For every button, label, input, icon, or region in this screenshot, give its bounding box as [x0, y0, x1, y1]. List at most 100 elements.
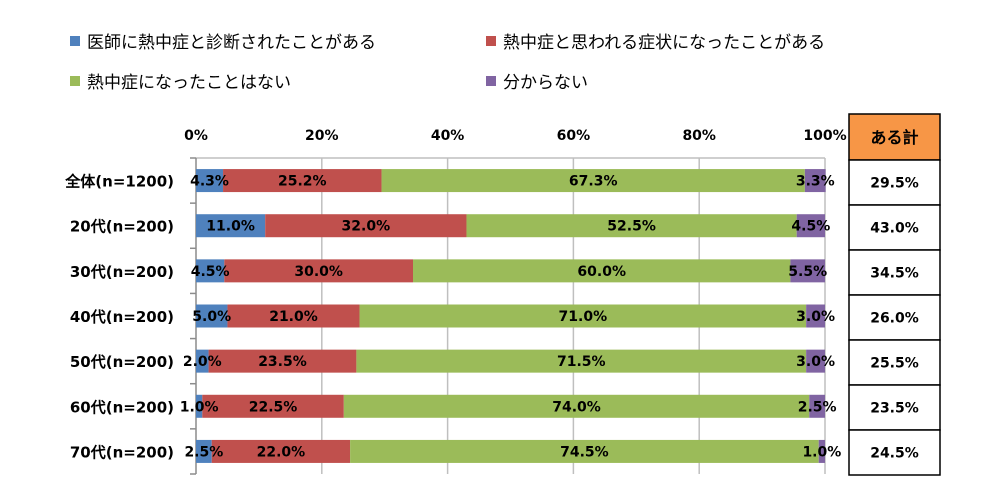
bar-segment — [196, 394, 203, 418]
table-cell — [848, 294, 941, 341]
table-cell — [848, 204, 941, 251]
bar-segment — [804, 169, 826, 193]
bar-segment — [350, 439, 819, 463]
bar-segment — [343, 394, 810, 418]
bar-segment — [466, 214, 797, 238]
bar-segment — [196, 304, 228, 328]
data-label: 3.3% — [796, 174, 835, 190]
legend-item-never: 熱中症になったことはない — [70, 68, 291, 93]
legend-swatch-suspected — [486, 35, 496, 46]
x-tick-label: 100% — [803, 128, 846, 144]
table-value: 29.5% — [870, 176, 919, 192]
bar-segment — [196, 439, 212, 463]
bar-segment — [196, 259, 225, 283]
bar-segment — [359, 304, 807, 328]
category-label: 50代(n=200) — [70, 353, 174, 371]
category-label: 20代(n=200) — [70, 218, 174, 236]
bar-segment — [413, 259, 791, 283]
legend-item-diagnosed: 医師に熱中症と診断されたことがある — [70, 28, 376, 53]
data-label: 2.0% — [183, 354, 222, 370]
data-label: 60.0% — [577, 264, 626, 280]
category-labels: 全体(n=1200) 20代(n=200) 30代(n=200) 40代(n=200)… — [64, 173, 174, 462]
data-label: 74.5% — [560, 444, 609, 460]
table-value: 24.5% — [870, 446, 919, 462]
data-label: 30.0% — [294, 264, 343, 280]
legend-item-unknown: 分からない — [486, 68, 588, 93]
legend-label-never: 熱中症になったことはない — [87, 73, 291, 93]
bar-segment — [806, 349, 825, 373]
data-label: 21.0% — [269, 309, 318, 325]
category-label: 40代(n=200) — [70, 308, 174, 326]
data-label: 4.3% — [190, 174, 229, 190]
data-label: 67.3% — [569, 174, 618, 190]
table-value: 25.5% — [870, 356, 919, 372]
bar-segment — [211, 439, 351, 463]
bar-segment — [796, 214, 825, 238]
data-labels: 4.3% 25.2% 67.3% 3.3% 11.0% 32.0% 52.5% 4.5% 4.5… — [180, 174, 842, 461]
data-label: 5.5% — [788, 264, 827, 280]
legend-swatch-never — [70, 75, 80, 86]
data-label: 22.0% — [257, 444, 306, 460]
table-cell — [848, 429, 941, 476]
table-value: 26.0% — [870, 311, 919, 327]
table-header-label: ある計 — [870, 128, 918, 147]
category-label: 60代(n=200) — [70, 398, 174, 416]
category-label: 30代(n=200) — [70, 263, 174, 281]
legend-item-suspected: 熱中症と思われる症状になったことがある — [486, 28, 825, 53]
data-label: 25.2% — [278, 174, 327, 190]
table-cell — [848, 384, 941, 431]
table-cell — [848, 249, 941, 296]
data-label: 4.5% — [191, 264, 230, 280]
bar-segment — [196, 349, 209, 373]
data-label: 23.5% — [258, 354, 307, 370]
bar-segment — [227, 304, 360, 328]
category-label: 70代(n=200) — [70, 443, 174, 461]
bar-segment — [224, 259, 414, 283]
table-value: 34.5% — [870, 266, 919, 282]
bar-segment — [381, 169, 805, 193]
data-label: 5.0% — [192, 309, 231, 325]
x-tick-label: 20% — [305, 128, 339, 144]
data-label: 11.0% — [206, 219, 255, 235]
data-label: 74.0% — [552, 399, 601, 415]
category-label: 全体(n=1200) — [64, 173, 174, 191]
bar-segment — [196, 214, 266, 238]
table-value: 43.0% — [870, 221, 919, 237]
table-cell — [848, 159, 941, 206]
x-axis-ticks: 0% 20% 40% 60% 80% 100% — [184, 128, 847, 144]
data-label: 4.5% — [791, 219, 830, 235]
bar-segment — [196, 169, 224, 193]
data-label: 22.5% — [249, 399, 298, 415]
x-tick-label: 60% — [557, 128, 591, 144]
bar-segment — [818, 439, 825, 463]
x-tick-label: 40% — [431, 128, 465, 144]
data-label: 3.0% — [796, 354, 835, 370]
bar-segment — [806, 304, 825, 328]
bar-segment — [790, 259, 825, 283]
bar-segment — [809, 394, 825, 418]
bar-segment — [356, 349, 807, 373]
legend-label-suspected: 熱中症と思われる症状になったことがある — [503, 33, 826, 53]
side-table: ある計 29.5% 43.0% 34.5% 26.0% 25.5% 23.5% 24.5% — [848, 113, 941, 476]
table-value: 23.5% — [870, 401, 919, 417]
bar-segment — [265, 214, 467, 238]
bar-segment — [223, 169, 382, 193]
data-label: 2.5% — [798, 399, 837, 415]
bar-segment — [208, 349, 357, 373]
legend-swatch-unknown — [486, 75, 496, 86]
data-label: 71.5% — [557, 354, 606, 370]
data-label: 1.0% — [180, 399, 219, 415]
bars — [196, 169, 826, 463]
data-label: 2.5% — [184, 444, 223, 460]
x-tick-label: 0% — [184, 128, 208, 144]
data-label: 32.0% — [342, 219, 391, 235]
table-header-cell — [848, 113, 941, 161]
bar-segment — [202, 394, 344, 418]
table-cell — [848, 339, 941, 386]
data-label: 71.0% — [559, 309, 608, 325]
legend-swatch-diagnosed — [70, 35, 80, 46]
data-label: 52.5% — [607, 219, 656, 235]
data-label: 1.0% — [802, 444, 841, 460]
data-label: 3.0% — [796, 309, 835, 325]
